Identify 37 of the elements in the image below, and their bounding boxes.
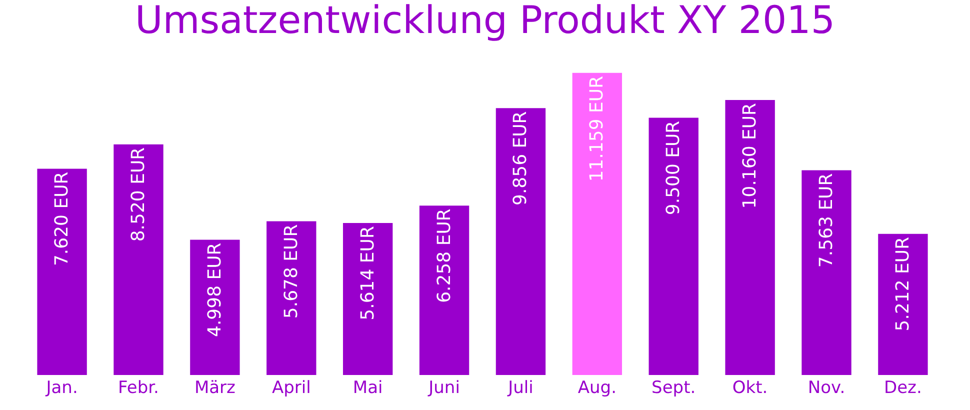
bar bbox=[114, 144, 164, 375]
x-tick-label: Dez. bbox=[884, 378, 922, 398]
x-tick-label: Mai bbox=[352, 378, 383, 398]
data-label: 5.614 EUR bbox=[357, 226, 378, 320]
x-tick-label: März bbox=[194, 378, 236, 398]
x-tick-label: Jan. bbox=[45, 378, 78, 398]
x-tick-label: April bbox=[272, 378, 311, 398]
data-label: 8.520 EUR bbox=[128, 147, 149, 242]
bar bbox=[37, 168, 87, 375]
x-tick-label: Okt. bbox=[732, 378, 768, 398]
data-label: 5.678 EUR bbox=[280, 224, 302, 319]
bar bbox=[419, 206, 470, 375]
x-tick-label: Febr. bbox=[118, 378, 159, 398]
x-tick-label: Aug. bbox=[578, 378, 616, 398]
bar bbox=[802, 170, 852, 375]
data-label: 9.500 EUR bbox=[663, 120, 684, 216]
data-label: 10.160 EUR bbox=[740, 102, 761, 209]
bar bbox=[342, 223, 393, 375]
x-tick-label: Sept. bbox=[652, 378, 696, 398]
data-label: 4.998 EUR bbox=[204, 242, 226, 338]
bar bbox=[266, 221, 316, 375]
chart-title: Umsatzentwicklung Produkt XY 2015 bbox=[134, 0, 836, 42]
data-label: 11.159 EUR bbox=[586, 76, 608, 182]
bar bbox=[648, 118, 698, 375]
data-label: 5.212 EUR bbox=[892, 236, 914, 332]
data-label: 7.620 EUR bbox=[52, 172, 73, 266]
x-tick-label: Juni bbox=[428, 378, 460, 398]
x-tick-label: Nov. bbox=[808, 378, 846, 398]
bar bbox=[572, 72, 622, 375]
data-label: 7.563 EUR bbox=[816, 173, 838, 268]
bar bbox=[496, 108, 546, 375]
data-label: 6.258 EUR bbox=[434, 208, 455, 303]
bar bbox=[725, 100, 775, 375]
x-tick-label: Juli bbox=[507, 378, 534, 398]
data-label: 9.856 EUR bbox=[510, 111, 532, 206]
bar bbox=[190, 240, 240, 375]
bar bbox=[878, 234, 928, 375]
